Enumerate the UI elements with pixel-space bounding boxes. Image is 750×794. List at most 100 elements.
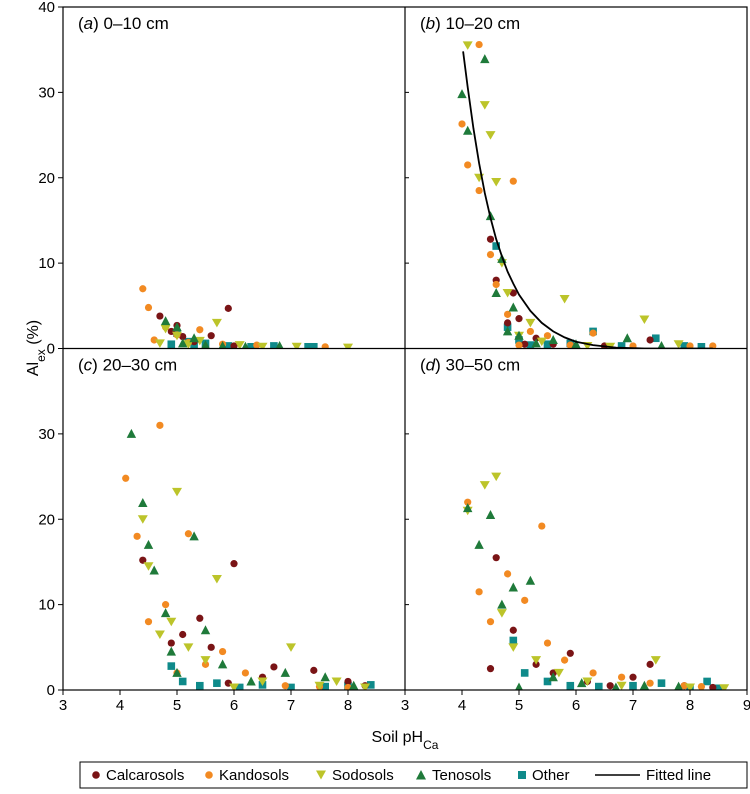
point-d-kandosols-5 (538, 522, 546, 530)
point-d-kandosols-1 (475, 588, 483, 596)
y-tick-label: 10 (38, 597, 55, 614)
point-d-sodosols-4 (508, 643, 519, 652)
point-b-sodosols-10 (559, 294, 570, 304)
axis-ticks: 0 10 20 30 40 0 10 20 30 3 4 5 6 7 8 3 4 5 6 7 8 9 (38, 0, 750, 714)
point-d-kandosols-8 (589, 669, 597, 677)
point-c-calcarosols-10 (344, 677, 352, 686)
point-d-tenosols-5 (515, 682, 523, 690)
legend-marker-calcarosols (92, 771, 100, 779)
point-b-tenosols-1 (463, 125, 473, 135)
point-d-tenosols-1 (474, 539, 484, 549)
point-b-other-7 (617, 342, 626, 349)
point-b-kandosols-0 (458, 120, 466, 128)
point-b-sodosols-14 (673, 340, 684, 349)
point-d-kandosols-4 (521, 596, 529, 604)
legend-label-tenosols: Tenosols (432, 767, 491, 784)
point-d-other-1 (520, 669, 529, 677)
svg-text:Alex (%): Alex (%) (25, 320, 48, 376)
point-b-kandosols-2 (475, 40, 483, 49)
point-d-calcarosols-2 (509, 626, 517, 634)
legend-marker-tenosols (416, 770, 426, 780)
point-a-sodosols-4 (183, 340, 194, 349)
panel-label-a-letter: a (84, 14, 93, 33)
point-a-tenosols-1 (172, 322, 182, 332)
x-tick-label: 8 (686, 697, 694, 714)
point-c-sodosols-4 (172, 487, 182, 497)
y-tick-label: 0 (47, 341, 55, 358)
point-a-sodosols-7 (234, 341, 245, 349)
point-d-kandosols-10 (646, 679, 654, 687)
x-tick-label: 4 (116, 697, 124, 714)
point-c-tenosols-6 (172, 667, 182, 677)
x-tick-label: 3 (59, 697, 67, 714)
x-tick-label: 3 (401, 697, 409, 714)
point-b-kandosols-4 (486, 250, 495, 259)
point-c-sodosols-6 (200, 656, 211, 665)
point-b-other-3 (526, 341, 535, 349)
point-a-calcarosols-5 (207, 332, 215, 340)
point-c-tenosols-10 (246, 676, 256, 686)
point-a-tenosols-4 (201, 340, 210, 349)
point-d-sodosols-9 (650, 656, 661, 665)
point-c-other-7 (321, 682, 329, 690)
point-c-kandosols-6 (184, 530, 192, 538)
panel-label-d: (d) 30–50 cm (420, 356, 520, 375)
point-a-kandosols-1 (144, 303, 153, 312)
x-tick-label: 7 (629, 697, 637, 714)
point-b-other-4 (543, 340, 552, 349)
y-tick-label: 30 (38, 426, 55, 443)
legend-label-calcarosols: Calcarosols (106, 767, 184, 784)
point-a-sodosols-10 (343, 343, 353, 349)
point-b-sodosols-0 (462, 41, 473, 50)
point-d-calcarosols-7 (606, 682, 614, 690)
point-d-tenosols-10 (639, 680, 650, 690)
panel-d-points (462, 472, 730, 690)
x-tick-label: 6 (230, 697, 238, 714)
x-tick-label: 6 (572, 697, 580, 714)
point-d-kandosols-2 (486, 618, 495, 626)
point-a-other-3 (190, 342, 198, 349)
fitted-line-b (462, 51, 713, 349)
point-d-calcarosols-8 (629, 673, 637, 681)
panels: (a) 0–10 cm (b) 10–20 cm(c) 20–30 cm (d) 3… (78, 14, 730, 690)
panel-c: (c) 20–30 cm (78, 356, 375, 690)
point-d-calcarosols-5 (566, 649, 574, 657)
point-c-calcarosols-2 (179, 630, 187, 639)
point-d-kandosols-3 (504, 570, 512, 578)
x-tick-label: 9 (743, 697, 750, 714)
point-a-sodosols-8 (257, 342, 268, 349)
point-a-tenosols-5 (218, 340, 227, 349)
panel-a: (a) 0–10 cm (78, 14, 353, 349)
point-d-other-4 (595, 682, 603, 690)
point-d-tenosols-11 (674, 681, 683, 690)
point-c-kandosols-0 (122, 474, 130, 482)
panel-label-d-depth: 30–50 cm (446, 356, 521, 375)
x-tick-label: 5 (515, 697, 523, 714)
legend-label-other: Other (532, 767, 570, 784)
point-c-other-0 (167, 662, 176, 670)
point-c-other-3 (213, 679, 221, 687)
point-c-calcarosols-8 (270, 663, 278, 671)
panel-label-b-open: ( (420, 14, 426, 33)
point-a-tenosols-3 (189, 333, 199, 343)
panel-d: (d) 30–50 cm (420, 356, 730, 690)
x-axis-title: Soil pHCa (372, 729, 439, 752)
point-c-kandosols-2 (144, 618, 153, 626)
point-b-kandosols-12 (589, 329, 597, 337)
point-b-sodosols-13 (639, 315, 650, 324)
point-c-other-4 (235, 683, 244, 690)
panel-label-b-close: ) (435, 14, 445, 33)
point-b-tenosols-9 (531, 338, 541, 348)
point-b-kandosols-8 (515, 341, 523, 349)
point-b-tenosols-7 (508, 302, 518, 312)
point-d-kandosols-7 (561, 656, 569, 664)
point-c-calcarosols-4 (207, 643, 215, 651)
legend-label-fitted-line: Fitted line (646, 767, 711, 784)
point-c-sodosols-12 (331, 677, 342, 686)
point-d-sodosols-2 (491, 472, 502, 482)
point-a-kandosols-2 (150, 336, 158, 344)
point-b-tenosols-0 (457, 89, 467, 99)
point-c-kandosols-1 (133, 532, 141, 540)
point-a-calcarosols-0 (156, 312, 164, 320)
point-c-other-9 (367, 681, 375, 689)
